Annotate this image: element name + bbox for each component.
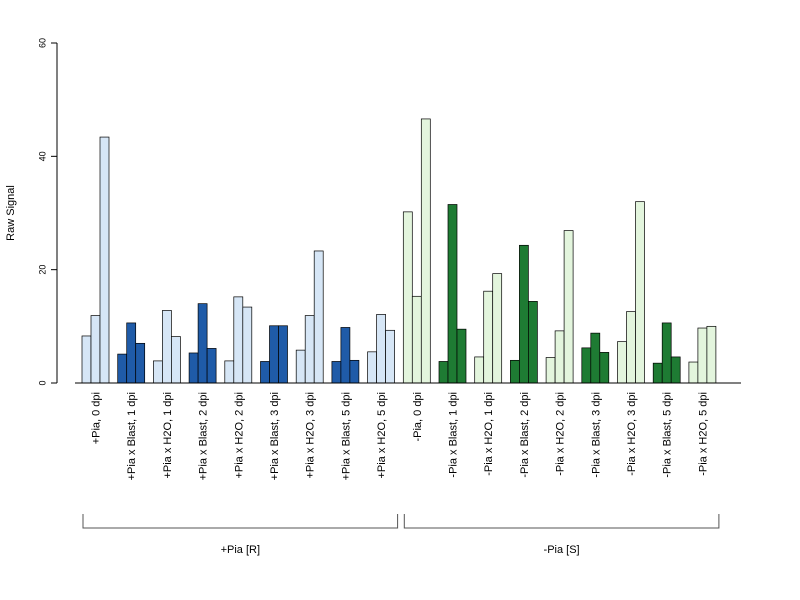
bar: [599, 352, 610, 384]
bar: [224, 360, 235, 384]
group-label: +Pia [R]: [221, 544, 260, 556]
bar: [411, 295, 422, 384]
bar: [126, 322, 137, 384]
bar: [206, 348, 217, 384]
category-label: -Pia x H2O, 5 dpi: [697, 392, 709, 476]
bar: [99, 136, 110, 384]
bar: [456, 328, 467, 384]
category-label: -Pia x Blast, 5 dpi: [662, 392, 674, 478]
bar: [197, 303, 208, 384]
category-label: +Pia x H2O, 2 dpi: [233, 392, 245, 479]
bar: [81, 335, 92, 384]
bar: [510, 359, 520, 384]
bar: [313, 250, 324, 384]
bar: [269, 325, 279, 384]
bar: [153, 360, 163, 384]
category-label: +Pia x H2O, 5 dpi: [376, 392, 388, 479]
bar: [563, 230, 574, 384]
category-label: +Pia x Blast, 2 dpi: [198, 392, 210, 480]
bars: [81, 118, 717, 384]
bar: [188, 352, 199, 384]
bar: [367, 351, 377, 384]
y-tick-label: 60: [37, 38, 47, 48]
bar: [590, 332, 601, 384]
category-label: +Pia x H2O, 3 dpi: [305, 392, 317, 479]
bar: [652, 362, 663, 384]
bar: [349, 359, 360, 384]
category-label: -Pia x Blast, 1 dpi: [448, 392, 460, 478]
category-label: +Pia x Blast, 5 dpi: [340, 392, 352, 480]
bar: [295, 349, 306, 384]
category-label: -Pia x H2O, 2 dpi: [555, 392, 567, 476]
group-label: -Pia [S]: [544, 544, 580, 556]
bar: [554, 330, 565, 384]
bar: [385, 329, 395, 384]
category-labels: +Pia, 0 dpi +Pia x Blast, 1 dpi +Pia x H2O…: [91, 392, 710, 480]
bar: [171, 336, 181, 384]
y-tick-label: 0: [37, 380, 47, 385]
group-bracket: [403, 514, 720, 529]
bar: [492, 273, 503, 384]
y-tick-label: 20: [37, 265, 47, 275]
bar: [635, 201, 645, 384]
category-label: -Pia x Blast, 2 dpi: [519, 392, 531, 478]
bar: [697, 327, 708, 384]
bar: [340, 327, 351, 384]
bar: [162, 310, 172, 384]
category-label: -Pia x Blast, 3 dpi: [590, 392, 602, 478]
y-axis-title: Raw Signal: [5, 185, 17, 241]
category-label: +Pia x Blast, 3 dpi: [269, 392, 281, 480]
bar: [402, 211, 413, 384]
bar: [483, 290, 494, 384]
bar: [260, 361, 270, 384]
y-axis: 0 20 40 60: [37, 38, 58, 386]
category-label: +Pia, 0 dpi: [91, 392, 103, 444]
bar: [519, 244, 529, 384]
category-label: +Pia x H2O, 1 dpi: [162, 392, 174, 479]
category-label: -Pia x H2O, 3 dpi: [626, 392, 638, 476]
group-bracket: [82, 514, 399, 529]
bar: [331, 361, 342, 384]
bar: [617, 341, 627, 384]
bar: [581, 347, 592, 384]
bar: [278, 325, 288, 384]
bar: [233, 296, 244, 384]
bar: [447, 204, 458, 384]
bar: [438, 361, 449, 384]
y-tick-label: 40: [37, 151, 47, 161]
category-label: -Pia, 0 dpi: [412, 392, 424, 442]
bar: [420, 118, 431, 384]
bar: [242, 306, 253, 384]
bar: [688, 361, 699, 384]
bar: [670, 356, 681, 384]
bar: [528, 301, 538, 384]
bar: [474, 356, 485, 384]
bar: [545, 357, 556, 384]
group-brackets: +Pia [R] -Pia [S]: [82, 514, 720, 556]
bar: [626, 311, 636, 384]
bar: [304, 315, 315, 384]
category-label: -Pia x H2O, 1 dpi: [483, 392, 495, 476]
category-label: +Pia x Blast, 1 dpi: [126, 392, 138, 480]
bar: [117, 353, 128, 384]
bar: [135, 342, 146, 384]
bar: [90, 315, 101, 384]
bar: [376, 314, 386, 384]
bar: [661, 322, 672, 384]
bar: [706, 325, 717, 384]
